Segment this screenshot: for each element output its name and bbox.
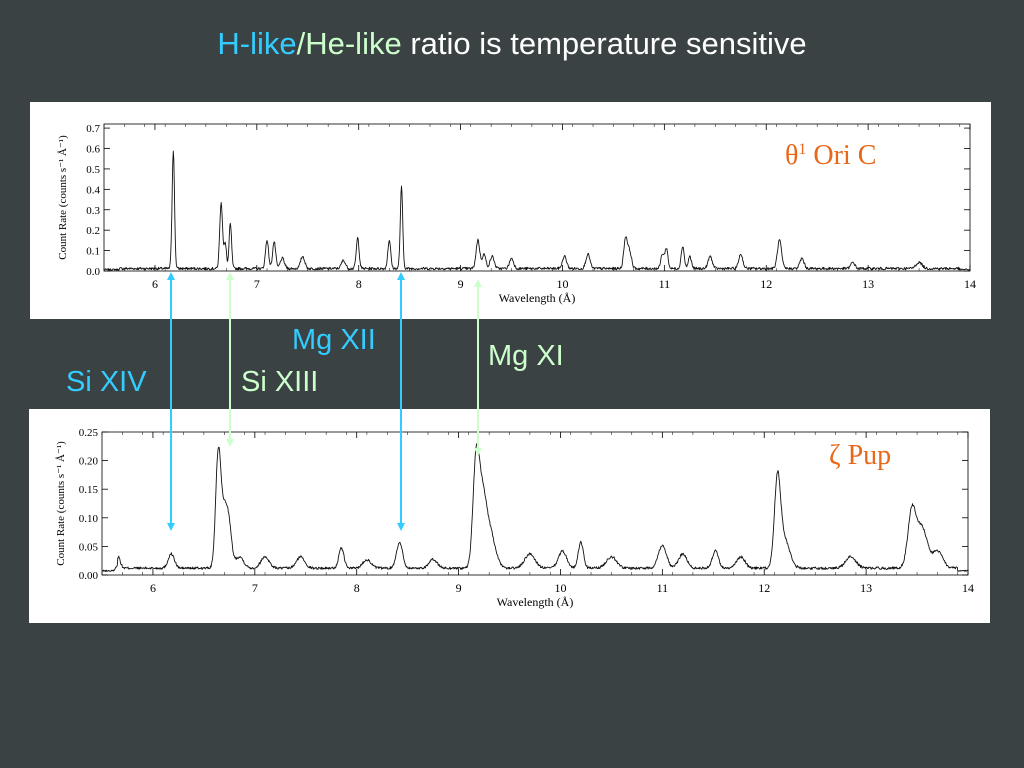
- y-tick-label: 0.00: [79, 570, 99, 582]
- star-label: ζ Pup: [829, 440, 891, 471]
- spectrum-chart-zeta-pup: 6 7 8 9 10 11 12 13 14 0.00 0.05 0.10 0.15 0.20 0.25 Wa…: [55, 427, 974, 609]
- y-tick-label: 0.10: [79, 513, 99, 525]
- y-tick-label: 0.25: [79, 427, 99, 439]
- x-tick-label: 6: [152, 277, 158, 291]
- y-tick-label: 0.5: [86, 164, 100, 176]
- spectrum-series-line: [103, 150, 971, 271]
- y-tick-label: 0.1: [86, 246, 100, 258]
- title-he-like: He-like: [305, 26, 402, 61]
- spectrum-series-line: [101, 443, 969, 572]
- x-tick-label: 7: [254, 277, 260, 291]
- x-tick-label: 10: [554, 581, 566, 595]
- y-axis-label: Count Rate (counts s⁻¹ Å⁻¹): [57, 135, 69, 260]
- x-tick-label: 14: [962, 581, 974, 595]
- x-tick-label: 14: [964, 277, 976, 291]
- label-mg-xi: Mg XI: [488, 340, 564, 372]
- y-tick-label: 0.05: [79, 541, 99, 553]
- x-axis-label: Wavelength (Å): [497, 595, 574, 609]
- x-tick-label: 11: [659, 277, 671, 291]
- x-axis-label: Wavelength (Å): [499, 291, 576, 305]
- x-tick-label: 7: [252, 581, 258, 595]
- plot-frame: [103, 123, 971, 272]
- label-mg-xii: Mg XII: [292, 324, 376, 356]
- x-tick-label: 12: [760, 277, 772, 291]
- x-tick-label: 12: [758, 581, 770, 595]
- title-rest: ratio is temperature sensitive: [401, 26, 807, 61]
- x-tick-label: 13: [860, 581, 872, 595]
- y-tick-label: 0.4: [86, 184, 100, 196]
- star-label: θ1 Ori C: [785, 140, 876, 171]
- x-tick-label: 13: [862, 277, 874, 291]
- spectrum-panel-zeta-pup: 6 7 8 9 10 11 12 13 14 0.00 0.05 0.10 0.15 0.20 0.25 Wa…: [29, 409, 990, 623]
- y-axis-label: Count Rate (counts s⁻¹ Å⁻¹): [55, 441, 67, 566]
- y-tick-label: 0.0: [86, 266, 100, 278]
- x-tick-label: 8: [356, 277, 362, 291]
- x-tick-label: 6: [150, 581, 156, 595]
- x-tick-label: 11: [657, 581, 669, 595]
- spectrum-chart-theta1-ori-c: 6 7 8 9 10 11 12 13 14 0.0 0.1 0.2 0.3 0.4 0.5 0.6 0.7 Wa…: [57, 123, 976, 305]
- y-tick-label: 0.2: [86, 225, 100, 237]
- y-tick-label: 0.6: [86, 144, 100, 156]
- title-slash: /: [296, 26, 306, 61]
- slide-title: H-like/He-like ratio is temperature sens…: [0, 26, 1024, 62]
- label-si-xiv: Si XIV: [66, 366, 147, 398]
- x-tick-label: 8: [354, 581, 360, 595]
- y-tick-label: 0.15: [79, 484, 99, 496]
- title-h-like: H-like: [217, 26, 297, 61]
- plot-frame: [101, 431, 969, 576]
- y-tick-label: 0.7: [86, 123, 100, 135]
- spectrum-panel-theta1-ori-c: 6 7 8 9 10 11 12 13 14 0.0 0.1 0.2 0.3 0.4 0.5 0.6 0.7 Wa…: [30, 102, 991, 319]
- y-tick-label: 0.3: [86, 205, 100, 217]
- y-tick-label: 0.20: [79, 456, 99, 468]
- x-tick-label: 9: [456, 581, 462, 595]
- label-si-xiii: Si XIII: [241, 366, 319, 398]
- x-tick-label: 10: [556, 277, 568, 291]
- x-tick-label: 9: [458, 277, 464, 291]
